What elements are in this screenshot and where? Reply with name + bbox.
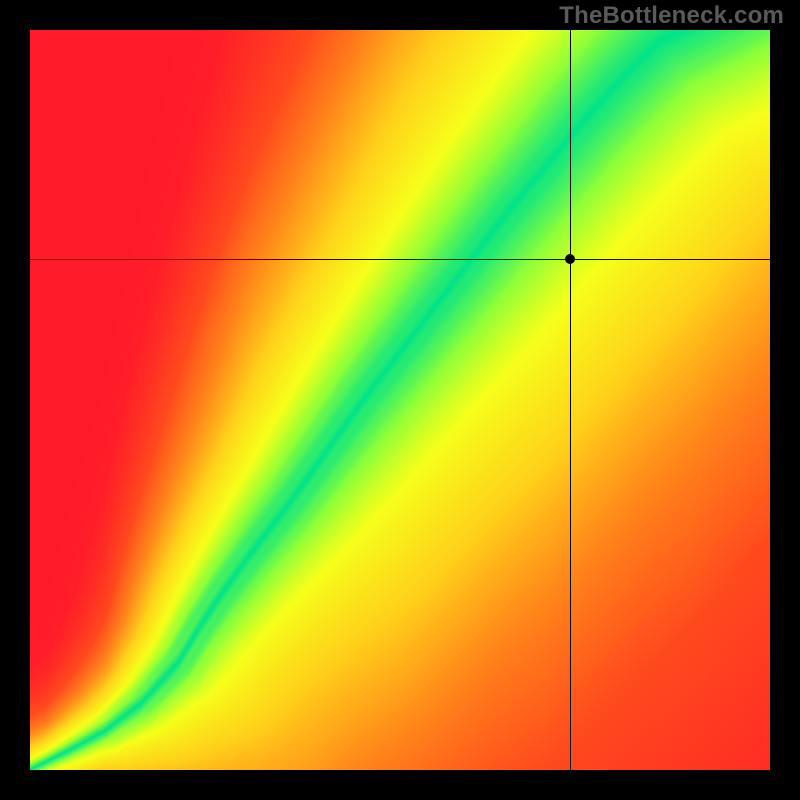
crosshair-vertical — [570, 30, 571, 770]
heatmap-canvas — [30, 30, 770, 770]
watermark-text: TheBottleneck.com — [559, 2, 784, 30]
heatmap-plot — [30, 30, 770, 770]
crosshair-horizontal — [30, 259, 770, 260]
crosshair-marker — [565, 254, 575, 264]
